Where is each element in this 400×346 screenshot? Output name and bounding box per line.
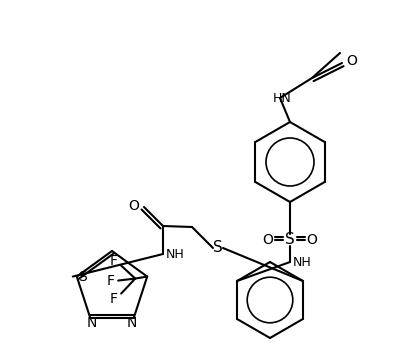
- Text: S: S: [213, 240, 223, 255]
- Text: N: N: [87, 316, 98, 330]
- Text: HN: HN: [273, 91, 291, 104]
- Text: F: F: [109, 254, 117, 267]
- Text: S: S: [78, 270, 87, 284]
- Text: NH: NH: [293, 255, 311, 268]
- Text: O: O: [262, 233, 274, 247]
- Text: O: O: [128, 199, 140, 213]
- Text: O: O: [346, 54, 358, 68]
- Text: F: F: [109, 292, 117, 306]
- Text: S: S: [285, 233, 295, 247]
- Text: F: F: [106, 274, 114, 288]
- Text: N: N: [126, 316, 137, 330]
- Text: NH: NH: [166, 247, 184, 261]
- Text: O: O: [306, 233, 318, 247]
